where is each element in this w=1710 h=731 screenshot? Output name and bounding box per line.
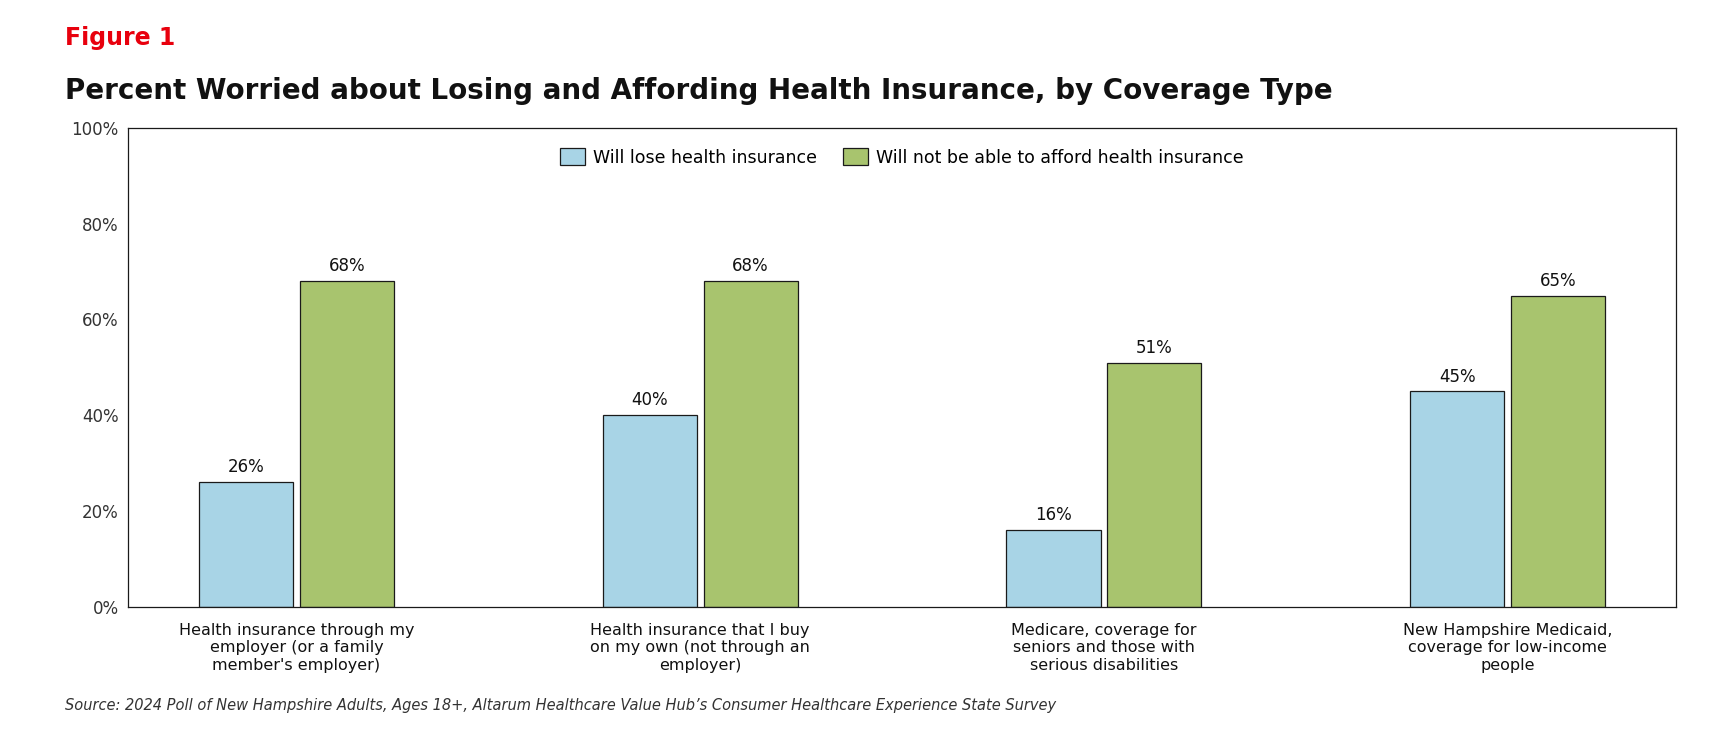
- Text: 16%: 16%: [1035, 507, 1072, 524]
- Text: 65%: 65%: [1539, 272, 1577, 289]
- Bar: [703, 281, 799, 607]
- Bar: [1108, 363, 1202, 607]
- Bar: [1005, 530, 1101, 607]
- Text: Source: 2024 Poll of New Hampshire Adults, Ages 18+, Altarum Healthcare Value Hu: Source: 2024 Poll of New Hampshire Adult…: [65, 697, 1057, 713]
- Legend: Will lose health insurance, Will not be able to afford health insurance: Will lose health insurance, Will not be …: [554, 141, 1250, 173]
- Text: 68%: 68%: [328, 257, 366, 276]
- Text: 51%: 51%: [1135, 338, 1173, 357]
- Text: 68%: 68%: [732, 257, 770, 276]
- Text: 26%: 26%: [227, 458, 265, 477]
- Text: 45%: 45%: [1438, 368, 1476, 385]
- Bar: [1411, 391, 1505, 607]
- Text: Figure 1: Figure 1: [65, 26, 174, 50]
- Bar: [602, 415, 696, 607]
- Bar: [198, 482, 292, 607]
- Bar: [299, 281, 393, 607]
- Text: 40%: 40%: [631, 392, 669, 409]
- Text: Percent Worried about Losing and Affording Health Insurance, by Coverage Type: Percent Worried about Losing and Affordi…: [65, 77, 1332, 105]
- Bar: [1512, 295, 1606, 607]
